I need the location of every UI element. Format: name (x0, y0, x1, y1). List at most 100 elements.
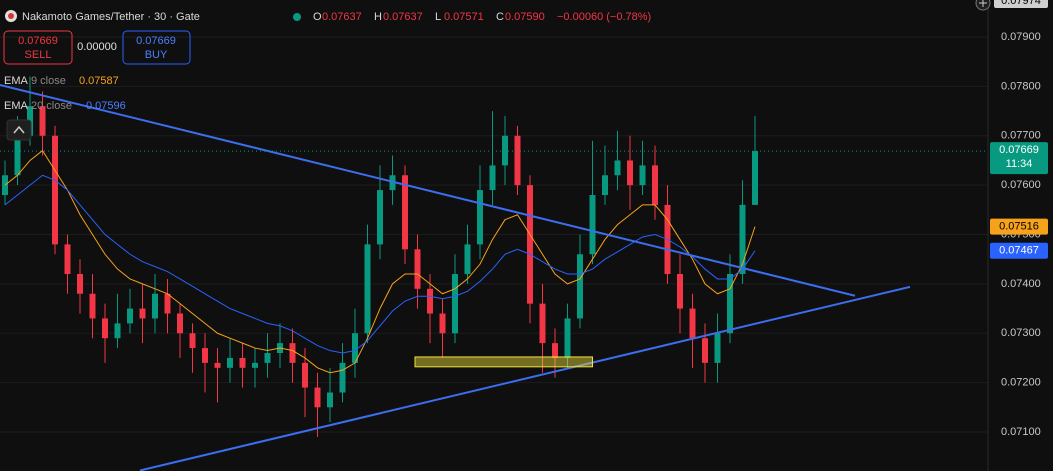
y-tick-label: 0.07900 (1001, 31, 1041, 43)
candle-body (364, 244, 371, 334)
ema-badge-label: 0.07467 (999, 245, 1039, 257)
candle-body (714, 333, 721, 363)
sell-label[interactable]: SELL (25, 49, 52, 61)
countdown: 11:34 (1006, 158, 1033, 170)
zone (414, 356, 593, 368)
candle-body (452, 274, 458, 334)
ohlc-value: 0.07637 (322, 11, 362, 23)
ohlc-key: O (313, 11, 322, 23)
candle-body (564, 318, 571, 358)
candle-body (239, 357, 246, 368)
sell-button[interactable] (3, 30, 73, 65)
candle-body (752, 151, 758, 205)
y-tick-label: 0.07400 (1001, 278, 1041, 290)
candle-body (39, 106, 46, 136)
candle-body (52, 135, 58, 245)
axis-top-badge (994, 0, 1048, 8)
candle-body (439, 313, 446, 334)
symbol-title: Nakamoto Games/Tether · 30 · Gate (22, 11, 200, 23)
y-tick-label: 0.07700 (1001, 130, 1041, 142)
candle-body (639, 165, 646, 186)
candle-body (677, 274, 683, 309)
last-price-badge (990, 142, 1048, 175)
ema-badge (990, 218, 1048, 235)
candle-body (627, 160, 633, 186)
ema-badge-label: 0.07516 (999, 221, 1039, 233)
candle-body (414, 249, 421, 289)
candle-body (289, 343, 296, 363)
y-tick-label: 0.07600 (1001, 179, 1041, 191)
ema-period: 20 close (31, 100, 72, 112)
candle-body (14, 135, 21, 176)
candle-body (214, 362, 221, 368)
buy-price[interactable]: 0.07669 (136, 35, 176, 47)
candle-body (177, 313, 183, 334)
sell-price[interactable]: 0.07669 (18, 35, 58, 47)
candle-body (302, 362, 308, 388)
trendline (0, 83, 856, 297)
candle-body (89, 293, 96, 319)
candle-body (227, 357, 233, 368)
candle-body (127, 308, 133, 324)
candle-body (264, 353, 271, 363)
chevron-icon (13, 125, 25, 134)
candle-body (614, 160, 621, 176)
axis-top-label: 0.07974 (1001, 0, 1041, 7)
ohlc-key: L (435, 11, 441, 23)
candle-body (427, 288, 433, 314)
ohlc-value: 0.07571 (444, 11, 484, 23)
price-axis: 0.071000.072000.073000.074000.075000.076… (990, 0, 1048, 438)
ema-line (4, 149, 756, 374)
change: −0.00060 (−0.78%) (557, 11, 651, 23)
ema-line (4, 174, 756, 354)
candle-body (739, 204, 746, 275)
ohlc-value: 0.07590 (505, 11, 545, 23)
candle-body (314, 387, 321, 408)
spread: 0.00000 (77, 41, 117, 53)
market-status (293, 13, 301, 21)
candle-body (539, 303, 546, 344)
candle-body (377, 190, 383, 245)
candle-body (577, 254, 583, 319)
ohlc-value: 0.07637 (383, 11, 423, 23)
plus-icon (979, 0, 987, 7)
candle-body (402, 175, 408, 250)
trendline (139, 285, 911, 471)
last-price-label: 0.07669 (999, 144, 1039, 156)
header: Nakamoto Games/Tether · 30 · Gate O 0.076… (3, 0, 991, 141)
candle-body (327, 392, 333, 408)
ema-name: EMA (4, 75, 29, 87)
ema-name: EMA (4, 100, 29, 112)
buy-button[interactable] (122, 30, 191, 65)
candle-body (689, 308, 696, 339)
candle-body (552, 343, 558, 358)
collapse-button[interactable] (6, 119, 32, 141)
candle-body (139, 308, 146, 319)
candle-body (527, 185, 533, 304)
ohlc-key: H (374, 11, 382, 23)
candle-body (652, 165, 658, 205)
y-tick-label: 0.07800 (1001, 80, 1041, 92)
candle-body (727, 274, 733, 334)
ema-period: 9 close (31, 75, 66, 87)
candle-body (152, 293, 158, 319)
candle-body (202, 348, 208, 363)
candle-body (339, 362, 346, 393)
ema-value: 0.07596 (86, 100, 126, 112)
candle-body (189, 333, 196, 349)
candle-body (77, 274, 83, 294)
ema-badge (990, 242, 1048, 259)
buy-label[interactable]: BUY (145, 49, 168, 61)
candle-body (589, 195, 596, 255)
candle-body (464, 244, 471, 275)
y-tick-label: 0.07200 (1001, 377, 1041, 389)
candle-body (64, 244, 71, 275)
candle-body (114, 323, 121, 339)
ema-value: 0.07587 (79, 75, 119, 87)
candle-body (252, 362, 258, 368)
candle-body (102, 318, 108, 339)
candle-body (702, 338, 708, 363)
ohlc-key: C (496, 11, 504, 23)
